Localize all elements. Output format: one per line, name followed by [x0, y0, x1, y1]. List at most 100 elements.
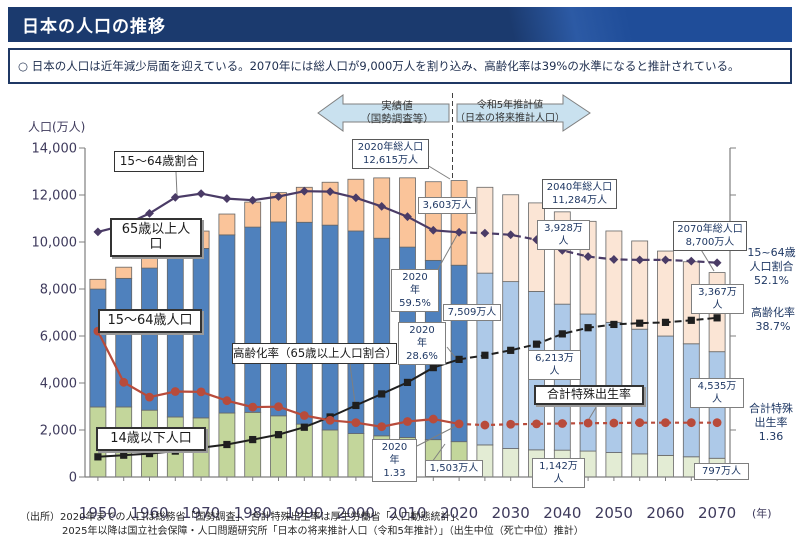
annotation-aging-2020: 2020 年 28.6%: [398, 322, 446, 365]
marker-circle: [119, 378, 128, 387]
bar-2060-segment-0: [658, 455, 674, 477]
bar-1995-segment-0: [322, 430, 338, 477]
bar-2025-segment-1: [477, 273, 493, 445]
marker-circle: [687, 418, 696, 427]
marker-circle: [610, 419, 619, 428]
y-tick-label: 2,000: [40, 424, 77, 439]
right-label-aging-rate-l2: 38.7%: [746, 320, 800, 334]
marker-square: [275, 431, 282, 438]
actual-arrow-line1: 実績値: [344, 100, 450, 113]
marker-circle: [248, 403, 257, 412]
y-axis-title: 人口(万人): [28, 120, 85, 134]
marker-square: [301, 424, 308, 431]
right-label-working-ratio: 15~64歳 人口割合 52.1%: [743, 246, 800, 288]
marker-circle: [558, 419, 567, 428]
annotation-elder-2020: 3,603万人: [418, 197, 476, 214]
annotation-total-2070-l1: 2070年総人口: [676, 223, 744, 236]
bar-2045-segment-1: [580, 314, 596, 451]
bar-1960-segment-1: [142, 268, 158, 410]
bar-2005-segment-1: [374, 238, 390, 436]
right-label-aging-rate-l1: 高齢化率: [746, 306, 800, 320]
marker-circle: [274, 402, 283, 411]
marker-square: [94, 453, 101, 460]
marker-circle: [713, 418, 722, 427]
bar-2055-segment-0: [632, 454, 648, 477]
y-tick-label: 10,000: [32, 236, 78, 251]
bar-2020-segment-2: [451, 181, 467, 266]
marker-circle: [223, 396, 232, 405]
marker-diamond: [94, 227, 103, 236]
annotation-total-2040: 2040年総人口 11,284万人: [542, 179, 617, 209]
label-box-fertility-rate: 合計特殊出生率: [534, 385, 644, 405]
right-label-fertility-rate-l3: 1.36: [744, 430, 798, 444]
marker-diamond: [223, 194, 232, 203]
bar-1990-segment-0: [296, 424, 312, 477]
bar-2030-segment-0: [503, 449, 519, 477]
marker-circle: [506, 420, 515, 429]
y-tick-label: 4,000: [40, 377, 77, 392]
bar-1955-segment-1: [116, 278, 132, 407]
annotation-fertility-2020-l1: 2020: [375, 441, 414, 454]
marker-circle: [532, 419, 541, 428]
annotation-fertility-2020: 2020 年 1.33: [372, 439, 417, 482]
right-label-fertility-rate: 合計特殊 出生率 1.36: [744, 402, 798, 444]
right-label-fertility-rate-l1: 合計特殊: [744, 402, 798, 416]
marker-square: [249, 436, 256, 443]
marker-circle: [377, 422, 386, 431]
marker-square: [533, 341, 540, 348]
marker-circle: [429, 415, 438, 424]
marker-circle: [300, 411, 309, 420]
right-label-aging-rate: 高齢化率 38.7%: [746, 306, 800, 334]
right-label-fertility-rate-l2: 出生率: [744, 416, 798, 430]
annotation-working-2040-l2: 人: [531, 365, 578, 378]
bar-1975-segment-1: [219, 235, 235, 413]
bar-1960-segment-2: [142, 255, 158, 268]
bar-2050-segment-2: [606, 231, 622, 322]
actual-arrow-label: 実績値 （国勢調査等）: [344, 100, 450, 126]
marker-square: [352, 402, 359, 409]
bar-1955-segment-2: [116, 267, 132, 278]
bar-2055-segment-2: [632, 241, 648, 329]
y-tick-label: 14,000: [32, 142, 78, 157]
marker-square: [636, 320, 643, 327]
bar-1980-segment-1: [245, 227, 261, 412]
marker-circle: [403, 417, 412, 426]
marker-square: [404, 379, 411, 386]
marker-square: [456, 356, 463, 363]
bar-1990-segment-1: [296, 222, 312, 424]
annotation-ratio-2020-l2: 年: [394, 284, 436, 297]
annotation-total-2040-l1: 2040年総人口: [545, 181, 614, 194]
annotation-total-2020: 2020年総人口 12,615万人: [352, 139, 429, 169]
marker-circle: [481, 421, 490, 430]
x-axis-unit: (年): [752, 506, 772, 520]
marker-circle: [661, 418, 670, 427]
label-box-elder-population: 65歳以上人口: [110, 218, 202, 257]
marker-square: [662, 319, 669, 326]
annotation-ratio-2020-l3: 59.5%: [394, 297, 436, 310]
bar-1980-segment-0: [245, 412, 261, 477]
annotation-child-2040-l1: 1,142万: [535, 460, 582, 473]
callout-line: [176, 172, 177, 195]
annotation-aging-2020-l3: 28.6%: [401, 350, 443, 363]
marker-square: [559, 330, 566, 337]
bar-1980-segment-2: [245, 202, 261, 227]
annotation-elder-2070-l2: 人: [694, 299, 741, 312]
projection-arrow-line2: （日本の将来推計人口）: [453, 113, 567, 126]
annotation-working-2070-l2: 人: [693, 393, 741, 406]
marker-circle: [145, 393, 154, 402]
marker-circle: [171, 387, 180, 396]
bar-1995-segment-1: [322, 225, 338, 430]
x-tick-label: 2060: [646, 504, 684, 522]
marker-square: [120, 452, 127, 459]
label-box-working-ratio: 15～64歳割合: [114, 151, 204, 172]
annotation-total-2070-l2: 8,700万人: [676, 236, 744, 249]
bar-2000-segment-0: [348, 434, 364, 477]
marker-square: [714, 314, 721, 321]
annotation-elder-2040-l2: 人: [540, 235, 587, 248]
marker-circle: [584, 419, 593, 428]
marker-square: [146, 450, 153, 457]
marker-square: [610, 321, 617, 328]
projection-arrow-label: 令和5年推計値 （日本の将来推計人口）: [453, 100, 567, 125]
x-tick-label: 2070: [698, 504, 736, 522]
annotation-elder-2040: 3,928万 人: [537, 220, 590, 250]
